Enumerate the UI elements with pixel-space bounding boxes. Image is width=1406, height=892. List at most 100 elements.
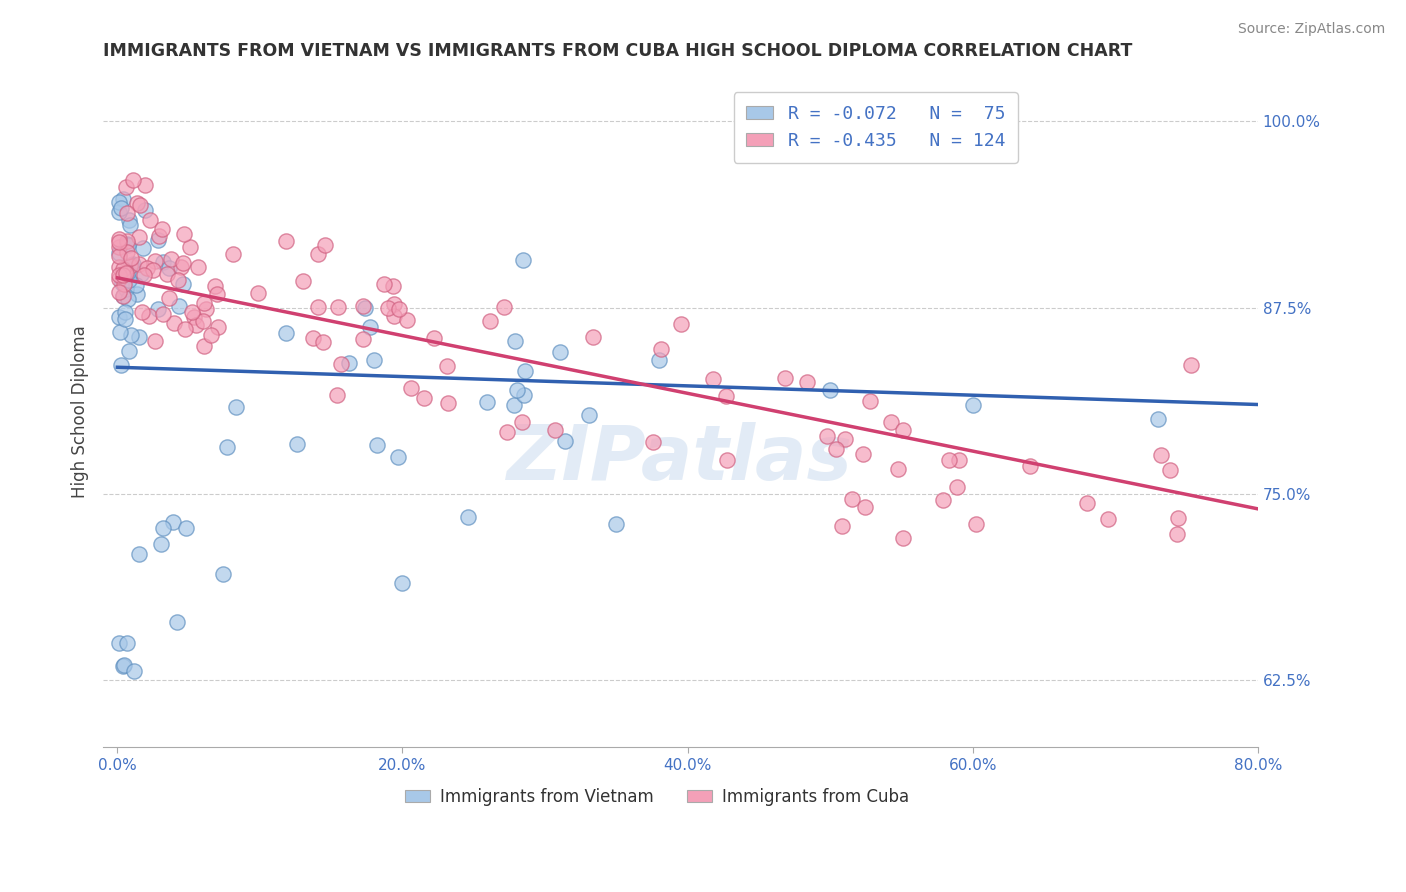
Point [108,240,131,254]
Point [301,331,323,345]
Point [108,260,131,275]
Point [387,450,409,465]
Point [1147,412,1170,426]
Point [108,248,131,262]
Point [111,262,134,277]
Point [650,342,672,356]
Point [544,423,567,437]
Point [127,196,149,211]
Point [359,320,381,334]
Point [841,491,863,506]
Point [148,302,170,317]
Point [162,515,184,529]
Point [120,251,142,265]
Text: IMMIGRANTS FROM VIETNAM VS IMMIGRANTS FROM CUBA HIGH SCHOOL DIPLOMA CORRELATION : IMMIGRANTS FROM VIETNAM VS IMMIGRANTS FR… [103,42,1132,60]
Point [382,297,405,311]
Point [479,314,502,328]
Point [211,567,233,582]
Point [108,205,131,219]
Point [1076,496,1098,510]
Point [853,500,876,514]
Point [157,291,180,305]
Point [1167,511,1189,525]
Point [1166,527,1188,541]
Point [149,537,172,551]
Point [193,313,215,327]
Point [194,301,217,316]
Point [108,310,131,324]
Point [548,345,571,359]
Point [285,436,308,450]
Point [413,392,436,406]
Point [339,356,361,370]
Point [382,279,405,293]
Point [148,229,170,244]
Point [108,194,131,209]
Point [128,330,150,344]
Point [108,231,131,245]
Point [946,480,969,494]
Point [117,237,139,252]
Point [115,636,138,650]
Legend: Immigrants from Vietnam, Immigrants from Cuba: Immigrants from Vietnam, Immigrants from… [399,781,917,813]
Point [111,659,134,673]
Point [112,657,135,672]
Point [366,438,388,452]
Point [108,268,131,283]
Point [773,370,796,384]
Point [163,316,186,330]
Point [184,318,207,333]
Point [114,266,136,280]
Point [948,453,970,467]
Point [457,510,479,524]
Point [395,313,418,327]
Point [122,257,145,271]
Point [669,318,692,332]
Point [152,255,174,269]
Point [122,665,145,679]
Point [167,299,190,313]
Point [152,521,174,535]
Point [831,519,853,533]
Point [131,305,153,319]
Point [172,256,194,270]
Point [1180,358,1202,372]
Point [329,357,352,371]
Point [512,388,534,402]
Point [436,359,458,373]
Point [166,615,188,630]
Point [112,192,135,206]
Point [193,296,215,310]
Point [437,395,460,409]
Point [134,203,156,218]
Point [118,344,141,359]
Point [276,326,298,341]
Point [352,299,374,313]
Point [179,239,201,253]
Point [114,305,136,319]
Point [834,433,856,447]
Point [112,268,135,282]
Point [128,230,150,244]
Point [423,331,446,345]
Point [181,304,204,318]
Point [291,274,314,288]
Point [512,253,534,268]
Text: Source: ZipAtlas.com: Source: ZipAtlas.com [1237,22,1385,37]
Point [121,173,143,187]
Point [170,260,193,275]
Point [143,253,166,268]
Point [1159,463,1181,477]
Point [112,289,135,303]
Point [477,395,499,409]
Point [1019,458,1042,473]
Point [716,453,738,467]
Point [818,383,841,397]
Point [938,453,960,467]
Point [222,246,245,260]
Point [108,326,131,340]
Text: ZIPatlas: ZIPatlas [508,422,853,496]
Point [307,301,329,315]
Point [1097,512,1119,526]
Point [117,265,139,279]
